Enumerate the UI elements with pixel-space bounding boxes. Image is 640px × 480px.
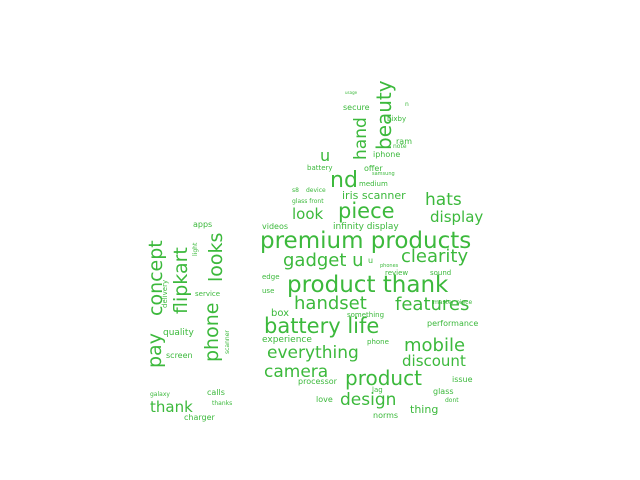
word-design: design: [340, 390, 397, 410]
word-phones: phones: [380, 263, 399, 269]
word-battery-life: battery life: [264, 314, 380, 338]
word-performance: performance: [427, 319, 479, 328]
word-discount: discount: [402, 352, 466, 370]
word-usage: usage: [345, 90, 358, 95]
word-note: note: [393, 143, 407, 150]
word-battery: battery: [307, 164, 333, 172]
word-product-thank: product thank: [287, 272, 449, 298]
word-quality: quality: [163, 328, 194, 338]
word-hand: hand: [351, 117, 371, 160]
word-ram: ram: [396, 137, 412, 146]
word-sound: sound: [430, 269, 452, 277]
word-handset: handset: [294, 293, 367, 314]
word-lag: lag: [372, 386, 383, 394]
word-features: features: [395, 294, 470, 315]
word-offer: offer: [364, 164, 383, 173]
word-everything: everything: [267, 343, 359, 363]
word-phone-small: phone: [367, 338, 389, 346]
word-u-small: u: [368, 256, 374, 265]
word-looks: looks: [205, 232, 227, 282]
word-look: look: [292, 205, 324, 223]
word-galaxy: galaxy: [150, 391, 170, 398]
word-norms: norms: [373, 411, 399, 420]
word-glass-front: glass front: [292, 198, 324, 205]
word-edge: edge: [262, 273, 280, 281]
word-scanner: scanner: [224, 330, 231, 354]
word-calls: calls: [207, 388, 225, 397]
word-charger: charger: [184, 413, 215, 422]
word-box: box: [271, 308, 290, 319]
word-piece: piece: [338, 199, 395, 223]
word-medium: medium: [359, 180, 388, 188]
word-service: service: [195, 290, 221, 298]
word-gadget-u: gadget u: [283, 250, 364, 271]
word-light: light: [192, 242, 199, 256]
word-secure: secure: [343, 103, 370, 112]
word-screen: screen: [166, 351, 193, 360]
word-thank: thank: [150, 398, 193, 416]
word-glass: glass: [433, 387, 454, 396]
word-device: device: [306, 187, 326, 194]
word-issue: issue: [452, 375, 473, 384]
word-s8: s8: [292, 187, 299, 194]
word-hats: hats: [425, 190, 462, 210]
word-pay: pay: [144, 333, 166, 368]
word-flipkart: flipkart: [170, 247, 192, 314]
word-mobile: mobile: [404, 335, 466, 356]
word-love: love: [316, 395, 333, 404]
word-review: review: [385, 269, 409, 277]
word-use: use: [262, 287, 275, 295]
word-master-piece: master piece: [433, 299, 473, 306]
word-nd: nd: [330, 168, 358, 193]
word-u-big: u: [320, 146, 331, 165]
word-delivery: delivery: [161, 279, 169, 308]
word-bixby: bixby: [387, 115, 407, 123]
word-phone: phone: [201, 302, 223, 362]
word-product: product: [345, 366, 422, 390]
word-apps: apps: [193, 220, 213, 229]
word-dont: dont: [445, 397, 459, 404]
word-iphone: iphone: [373, 150, 401, 159]
word-n: n: [405, 101, 409, 108]
word-infinity-display: infinity display: [333, 222, 399, 232]
word-thing: thing: [410, 403, 439, 416]
word-premium-products: premium products: [260, 228, 472, 254]
word-display: display: [430, 208, 484, 226]
word-clearity: clearity: [401, 246, 469, 267]
word-thanks: thanks: [212, 400, 233, 407]
word-samsung: samsung: [372, 171, 395, 177]
word-experience: experience: [262, 335, 312, 345]
word-videos: videos: [262, 222, 289, 231]
word-processor: processor: [298, 377, 337, 386]
word-camera: camera: [264, 362, 329, 382]
word-iris-scanner: iris scanner: [342, 189, 406, 202]
word-something: something: [347, 311, 385, 319]
